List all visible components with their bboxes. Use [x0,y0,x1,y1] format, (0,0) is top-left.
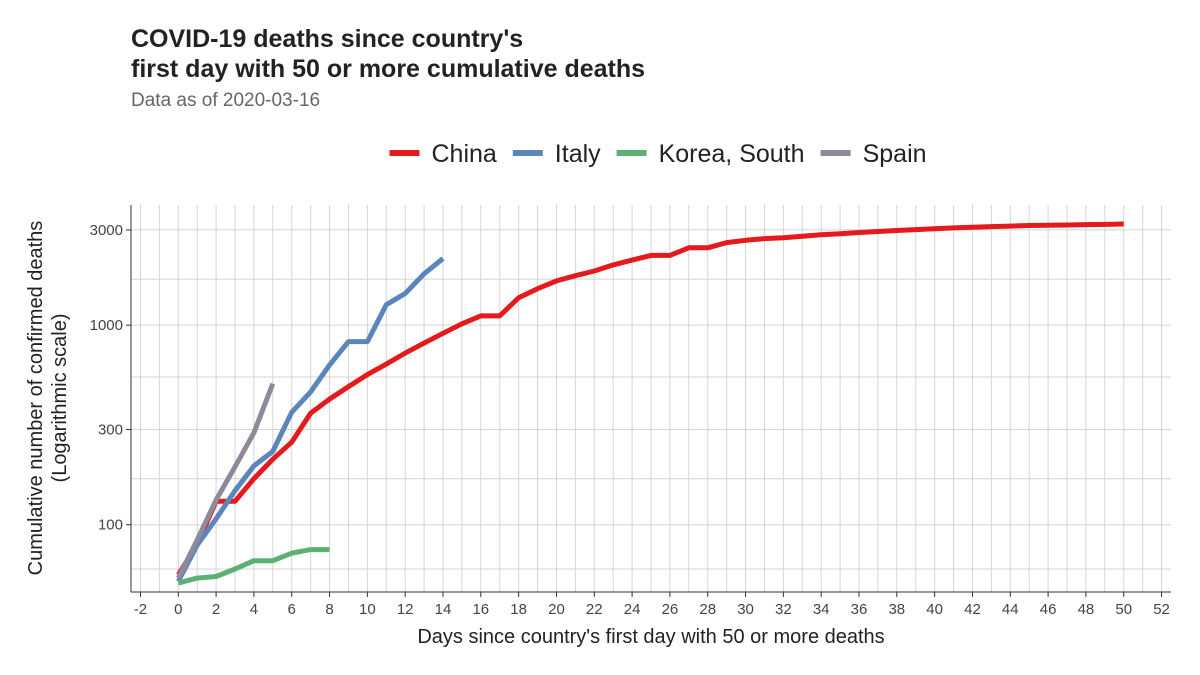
x-tick-label: 2 [212,601,220,618]
legend-item: China [389,140,497,168]
x-tick-label: 0 [174,601,182,618]
x-tick-label: 8 [325,601,333,618]
x-tick-label: 24 [624,601,641,618]
series-line-spain [176,382,276,580]
x-tick-label: 36 [851,601,868,618]
legend: China Italy Korea, South Spain [389,140,927,168]
x-tick-label: 32 [775,601,792,618]
chart-title-line1: COVID-19 deaths since country's [131,25,524,53]
x-tick-label: 4 [250,601,258,618]
grid [131,205,1171,592]
legend-label: Italy [555,140,601,168]
series-line-italy [176,256,445,583]
x-tick-label: 6 [288,601,296,618]
x-tick-label: 42 [964,601,981,618]
x-tick-label: 12 [397,601,414,618]
x-tick-label: 26 [662,601,679,618]
legend-item: Korea, South [616,140,805,168]
x-tick-label: 14 [435,601,452,618]
y-tick-label: 3000 [90,222,123,239]
x-tick-label: 16 [472,601,489,618]
x-tick-label: 46 [1040,601,1057,618]
x-tick-label: -2 [134,601,147,618]
x-tick-label: 28 [699,601,716,618]
legend-label: Korea, South [659,140,805,168]
x-tick-label: 44 [1002,601,1019,618]
y-axis-label-line2: (Logarithmic scale) [49,314,71,483]
x-tick-label: 48 [1078,601,1095,618]
x-tick-label: 34 [813,601,830,618]
x-tick-label: 38 [888,601,905,618]
legend-item: Spain [820,140,927,168]
chart-subtitle: Data as of 2020-03-16 [131,90,321,111]
x-tick-label: 20 [548,601,565,618]
legend-label: Spain [863,140,927,168]
x-tick-label: 30 [737,601,754,618]
series-lines [176,221,1124,586]
legend-item: Italy [512,140,601,168]
x-tick-label: 50 [1115,601,1132,618]
legend-label: China [432,140,497,168]
x-tick-label: 18 [510,601,527,618]
axes: -2 0 2 4 6 8 10 12 14 16 18 20 22 24 26 28 30 32 34 36 38 40 4… [90,205,1171,618]
x-tick-label: 22 [586,601,603,618]
x-axis-label: Days since country's first day with 50 o… [417,626,884,648]
x-tick-label: 40 [926,601,943,618]
y-tick-label: 300 [98,421,123,438]
chart-title: COVID-19 deaths since country's first da… [131,24,645,84]
y-tick-label: 1000 [90,317,123,334]
y-tick-label: 100 [98,517,123,534]
series-line-korea-south [177,547,330,586]
x-tick-label: 10 [359,601,376,618]
series-line-china [176,221,1124,577]
y-axis-label-line1: Cumulative number of confirmed deaths [25,221,47,576]
chart-title-line2: first day with 50 or more cumulative dea… [131,55,646,83]
x-tick-label: 52 [1153,601,1170,618]
